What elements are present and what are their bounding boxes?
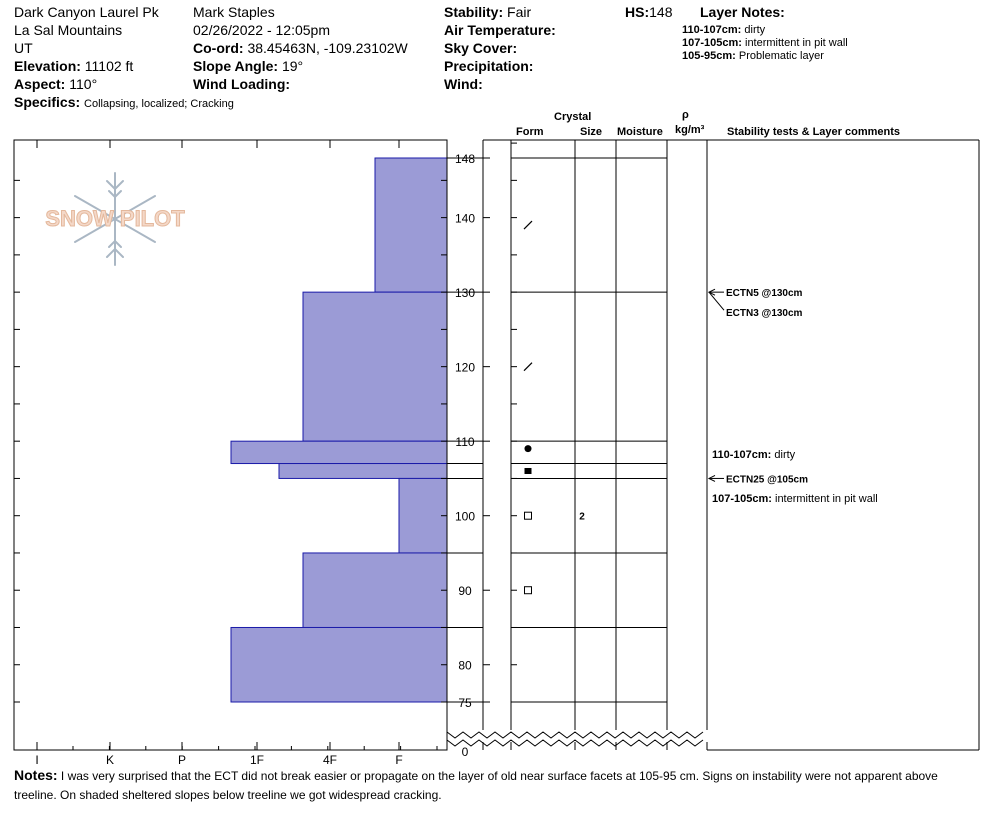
layer-note: 105-95cm: Problematic layer: [682, 50, 824, 63]
hardness-plot-frame: [13, 139, 448, 751]
coordinates: Co-ord: 38.45463N, -109.23102W: [193, 40, 408, 56]
hardness-bar: [302, 291, 448, 442]
axis-break: [446, 731, 704, 739]
notes-section: Notes: I was very surprised that the ECT…: [14, 766, 974, 805]
x-tick-label: 4F: [323, 753, 337, 767]
hardness-bar: [230, 626, 448, 703]
y-tick-label: 120: [455, 361, 475, 375]
elevation-value: 11102 ft: [84, 58, 134, 74]
density-unit-header: kg/m³: [675, 124, 705, 136]
slope-value: 19°: [281, 58, 304, 74]
x-tick-label: K: [106, 753, 114, 767]
y-tick-label: 140: [455, 212, 475, 226]
moisture-header: Moisture: [617, 126, 663, 138]
aspect: Aspect: 110°: [14, 76, 97, 92]
elevation-label: Elevation:: [14, 58, 81, 74]
y-tick-label: 130: [455, 286, 475, 300]
layer-note-range: 105-95cm:: [682, 50, 736, 62]
layer-note-text: Problematic layer: [738, 50, 824, 62]
comments-header: Stability tests & Layer comments: [727, 126, 901, 138]
x-tick-label: I: [35, 753, 38, 767]
layer-notes-title: Layer Notes:: [700, 4, 785, 20]
x-tick-label: P: [178, 753, 186, 767]
layer-comment-text: intermittent in pit wall: [775, 493, 878, 505]
y-tick-label: 148: [455, 152, 475, 166]
observer: Mark Staples: [193, 4, 275, 20]
crystal-form-decomposing: [523, 362, 533, 372]
y-tick-label: 0: [462, 745, 469, 759]
snowpilot-logo: SNOW PILOT: [45, 172, 186, 266]
slope-angle: Slope Angle: 19°: [193, 58, 303, 74]
layer-comment: 110-107cm: dirty: [712, 449, 796, 461]
stability-test-label: ECTN3 @130cm: [726, 308, 803, 319]
stability-label: Stability:: [444, 4, 504, 20]
x-tick-label: 1F: [250, 753, 264, 767]
hardness-bar: [278, 463, 448, 479]
notes-text: I was very surprised that the ECT did no…: [14, 769, 938, 802]
state: UT: [14, 40, 33, 56]
y-tick-label: 80: [458, 659, 472, 673]
aspect-label: Aspect:: [14, 76, 66, 92]
y-tick-label: 100: [455, 510, 475, 524]
axis-break: [446, 739, 704, 747]
coord-value: 38.45463N, -109.23102W: [247, 40, 408, 56]
hardness-bar: [398, 477, 448, 554]
air-temperature-label: Air Temperature:: [444, 22, 556, 38]
hardness-bar: [302, 552, 448, 628]
crystal-form-decomposing: [523, 220, 533, 230]
hardness-bar: [230, 440, 448, 465]
coord-label: Co-ord:: [193, 40, 244, 56]
layer-note-text: dirty: [744, 24, 766, 36]
rho-header: ρ: [682, 109, 689, 121]
date-time: 02/26/2022 - 12:05pm: [193, 22, 330, 38]
stability-value: Fair: [507, 4, 532, 20]
layer-note-range: 110-107cm:: [682, 24, 742, 36]
specifics-value: Collapsing, localized; Cracking: [84, 98, 234, 110]
layer-comment-range: 107-105cm:: [712, 493, 775, 505]
layer-comment-text: dirty: [774, 449, 795, 461]
crystal-size: 2: [579, 512, 585, 523]
snowpilot-logo-text: SNOW PILOT: [45, 206, 185, 231]
location-name: Dark Canyon Laurel Pk: [14, 4, 159, 20]
sky-cover-label: Sky Cover:: [444, 40, 518, 56]
hs-value: 148: [649, 4, 673, 20]
specifics-label: Specifics:: [14, 94, 81, 110]
snowflake-icon: [74, 172, 156, 266]
slope-label: Slope Angle:: [193, 58, 279, 74]
wind-label: Wind:: [444, 76, 483, 92]
hardness-bar: [374, 157, 448, 293]
aspect-value: 110°: [69, 76, 98, 92]
x-tick-label: F: [395, 753, 402, 767]
crystal-form-faceted: [524, 586, 532, 595]
size-header: Size: [580, 126, 603, 138]
layer-comment-range: 110-107cm:: [712, 449, 774, 461]
stability-test-label: ECTN5 @130cm: [726, 288, 803, 299]
stability: Stability: Fair: [444, 4, 531, 20]
crystal-header: Crystal: [554, 111, 592, 123]
stability-test-label: ECTN25 @105cm: [726, 474, 808, 485]
hs-label: HS:: [625, 4, 650, 20]
y-tick-label: 90: [458, 584, 472, 598]
elevation: Elevation: 11102 ft: [14, 58, 133, 74]
hs: HS:148: [625, 4, 672, 20]
layer-note-range: 107-105cm:: [682, 37, 742, 49]
crystal-form-rounded: [524, 445, 532, 453]
specifics: Specifics: Collapsing, localized; Cracki…: [14, 94, 234, 111]
y-tick-label: 75: [458, 696, 472, 710]
crystal-form-faceted: [524, 511, 532, 520]
form-header: Form: [516, 126, 544, 138]
stability-arrow: [708, 291, 725, 311]
precipitation-label: Precipitation:: [444, 58, 534, 74]
notes-label: Notes:: [14, 767, 58, 783]
layer-comment: 107-105cm: intermittent in pit wall: [712, 493, 878, 505]
layer-note-text: intermittent in pit wall: [745, 37, 848, 49]
layer-note: 107-105cm: intermittent in pit wall: [682, 37, 848, 50]
wind-loading-label: Wind Loading:: [193, 76, 291, 92]
stability-arrowhead: [707, 474, 716, 482]
layer-note: 110-107cm: dirty: [682, 24, 765, 37]
crystal-form-rounding-faceted: [524, 467, 532, 474]
y-tick-label: 110: [455, 435, 474, 449]
mountain-range: La Sal Mountains: [14, 22, 123, 38]
